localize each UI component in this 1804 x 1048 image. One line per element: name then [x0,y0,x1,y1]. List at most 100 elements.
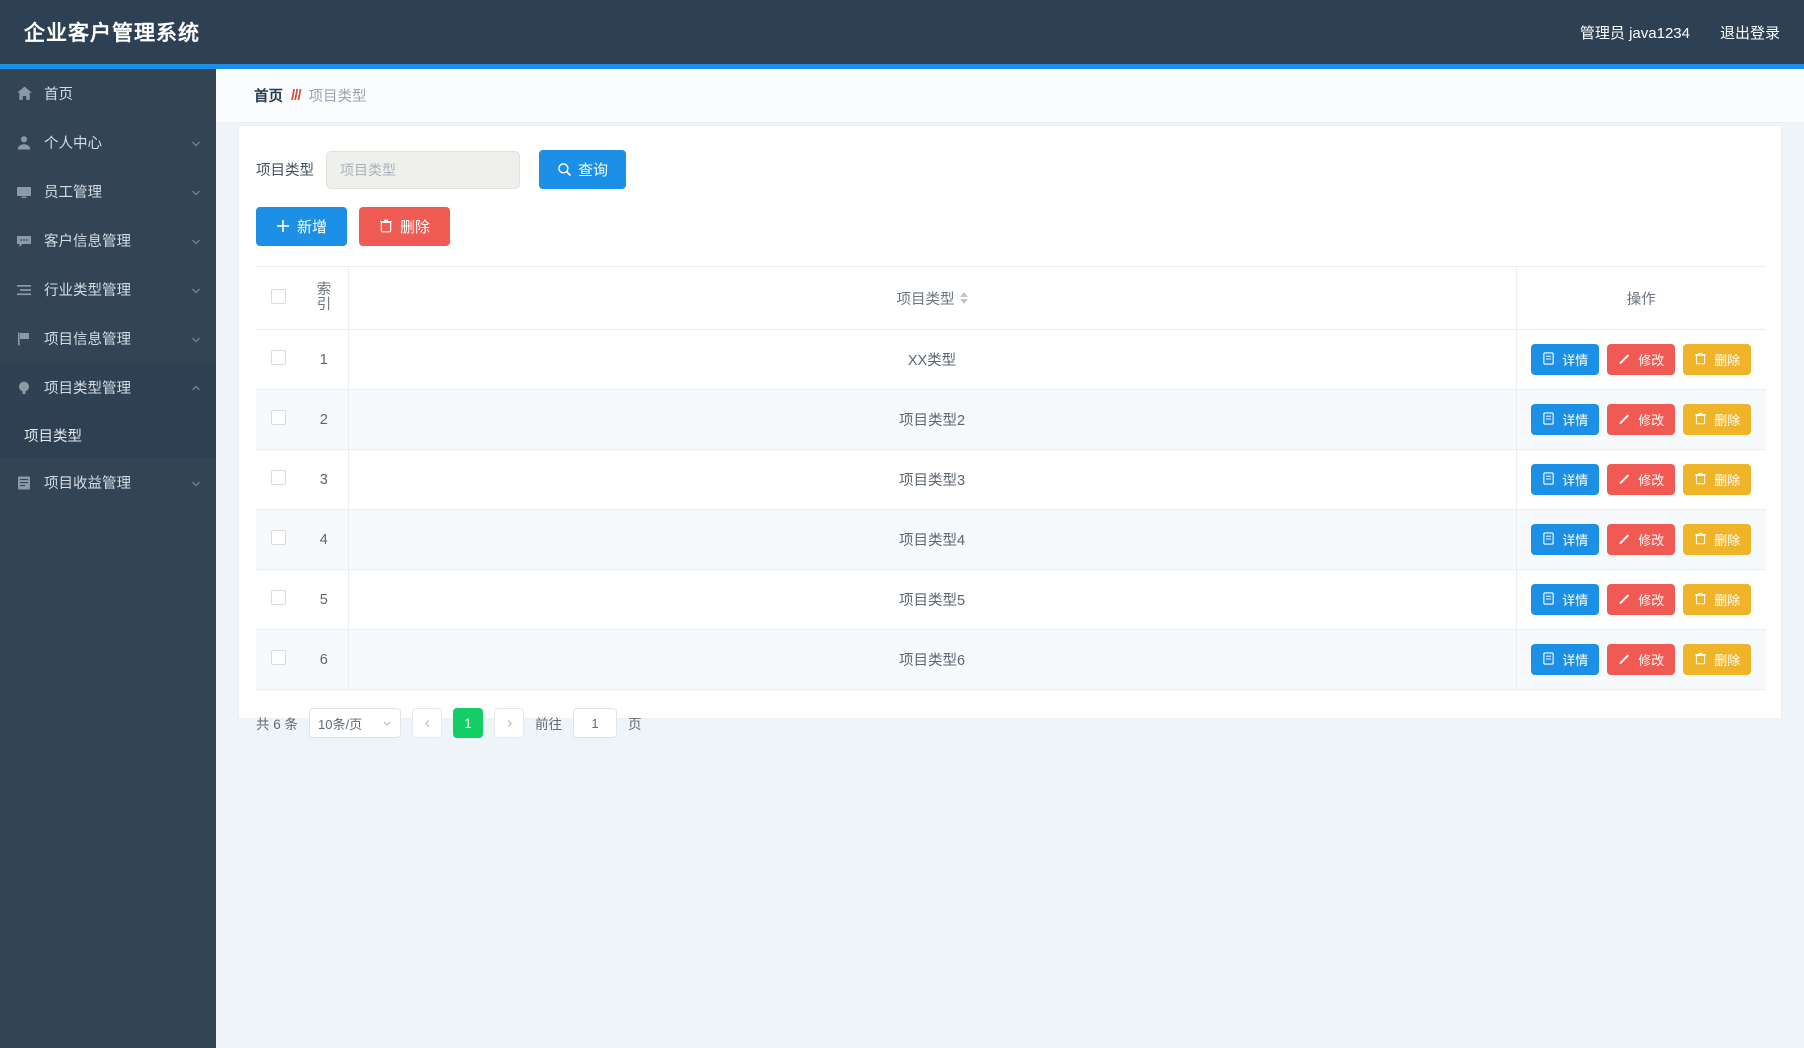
breadcrumb-home[interactable]: 首页 [254,89,283,105]
edit-button[interactable]: 修改 [1607,344,1676,375]
row-delete-button[interactable]: 删除 [1683,584,1752,615]
edit-button[interactable]: 修改 [1607,644,1676,675]
row-select-cell [256,449,300,510]
next-page-button[interactable] [494,708,525,738]
flag-icon [14,329,34,349]
edit-button-label: 修改 [1638,473,1665,488]
row-checkbox[interactable] [270,410,286,425]
goto-prefix-label: 前往 [535,717,563,732]
total-count-label: 共 6 条 [256,717,299,732]
add-button[interactable]: 新增 [256,207,348,246]
row-operations: 详情 修改 删除 [1515,389,1766,450]
query-button[interactable]: 查询 [539,150,627,189]
sidebar-item-customer-info-management[interactable]: 客户信息管理 [0,216,216,265]
row-checkbox[interactable] [270,350,286,365]
detail-button[interactable]: 详情 [1531,584,1600,615]
chevron-up-icon [191,383,200,392]
edit-button[interactable]: 修改 [1607,524,1676,555]
sidebar-item-label: 首页 [44,87,73,103]
sidebar-item-project-info-management[interactable]: 项目信息管理 [0,314,216,363]
sidebar-item-home[interactable]: 首页 [0,69,216,118]
table-header-row: 索引 项目类型 操作 [256,266,1766,330]
operations-column-label: 操作 [1626,291,1656,308]
row-delete-button-label: 删除 [1714,653,1741,668]
row-select-cell [256,389,300,450]
delete-button[interactable]: 删除 [359,207,451,246]
message-icon [14,231,34,251]
row-checkbox[interactable] [270,530,286,545]
pencil-icon [1618,532,1633,547]
edit-button-label: 修改 [1638,653,1665,668]
edit-button[interactable]: 修改 [1607,584,1676,615]
trash-icon [1694,592,1709,607]
search-field-label: 项目类型 [256,163,314,179]
type-column-header[interactable]: 项目类型 [348,266,1516,330]
logout-link[interactable]: 退出登录 [1719,24,1780,42]
row-delete-button-label: 删除 [1714,473,1741,488]
user-icon [14,133,34,153]
edit-button-label: 修改 [1638,593,1665,608]
book-icon [14,473,34,493]
document-icon [1542,352,1557,367]
row-delete-button[interactable]: 删除 [1683,344,1752,375]
row-checkbox[interactable] [270,650,286,665]
edit-button-label: 修改 [1638,353,1665,368]
search-input[interactable] [326,150,520,189]
select-all-header [256,266,300,330]
document-icon [1542,532,1557,547]
sidebar-item-project-type-management[interactable]: 项目类型管理 [0,363,216,412]
detail-button-label: 详情 [1562,653,1589,668]
search-icon [557,162,572,177]
edit-button[interactable]: 修改 [1607,404,1676,435]
detail-button[interactable]: 详情 [1531,344,1600,375]
main-content-area: 首页 /// 项目类型 项目类型 查询 新增 [216,69,1804,1048]
detail-button-label: 详情 [1562,533,1589,548]
sidebar-item-personal-center[interactable]: 个人中心 [0,118,216,167]
row-checkbox[interactable] [270,470,286,485]
prev-page-button[interactable] [412,708,443,738]
sort-toggle-icon[interactable] [959,292,968,304]
sidebar-item-industry-type-management[interactable]: 行业类型管理 [0,265,216,314]
sidebar-item-project-revenue-management[interactable]: 项目收益管理 [0,458,216,507]
row-checkbox[interactable] [270,590,286,605]
sidebar-item-label: 项目类型管理 [44,381,131,397]
table-row: 3 项目类型3 详情 修改 删除 [256,449,1766,510]
row-delete-button-label: 删除 [1714,413,1741,428]
sidebar-item-employee-management[interactable]: 员工管理 [0,167,216,216]
sidebar-nav: 首页 个人中心 员工管理 客户信息管理 行业类型管理 [0,69,216,1048]
row-delete-button[interactable]: 删除 [1683,404,1752,435]
row-delete-button[interactable]: 删除 [1683,464,1752,495]
breadcrumb-separator-icon: /// [291,87,301,104]
chevron-down-icon [191,334,200,343]
pencil-icon [1618,412,1633,427]
index-column-label: 索引 [316,281,332,313]
content-panel: 项目类型 查询 新增 删除 [238,125,1782,738]
select-all-checkbox[interactable] [270,288,286,304]
sidebar-subitem-project-type[interactable]: 项目类型 [0,412,216,458]
row-operations: 详情 修改 删除 [1515,449,1766,510]
row-select-cell [256,569,300,630]
detail-button[interactable]: 详情 [1531,524,1600,555]
detail-button-label: 详情 [1562,353,1589,368]
search-form: 项目类型 查询 [239,126,1781,189]
detail-button[interactable]: 详情 [1531,464,1600,495]
pagination: 共 6 条 10条/页 1 前往 页 [239,690,1781,738]
row-index: 2 [300,389,349,450]
page-size-select[interactable]: 10条/页 [309,708,402,738]
index-column-header: 索引 [300,266,349,330]
row-delete-button-label: 删除 [1714,533,1741,548]
row-delete-button[interactable]: 删除 [1683,524,1752,555]
home-icon [14,84,34,104]
breadcrumb-current: 项目类型 [308,89,367,105]
edit-button[interactable]: 修改 [1607,464,1676,495]
row-delete-button[interactable]: 删除 [1683,644,1752,675]
row-delete-button-label: 删除 [1714,353,1741,368]
page-number-1[interactable]: 1 [453,708,484,738]
pencil-icon [1618,352,1633,367]
row-type: 项目类型2 [348,389,1516,450]
row-type: 项目类型6 [348,629,1516,690]
detail-button[interactable]: 详情 [1531,644,1600,675]
delete-button-label: 删除 [400,219,431,236]
goto-page-input[interactable] [573,708,618,738]
detail-button[interactable]: 详情 [1531,404,1600,435]
